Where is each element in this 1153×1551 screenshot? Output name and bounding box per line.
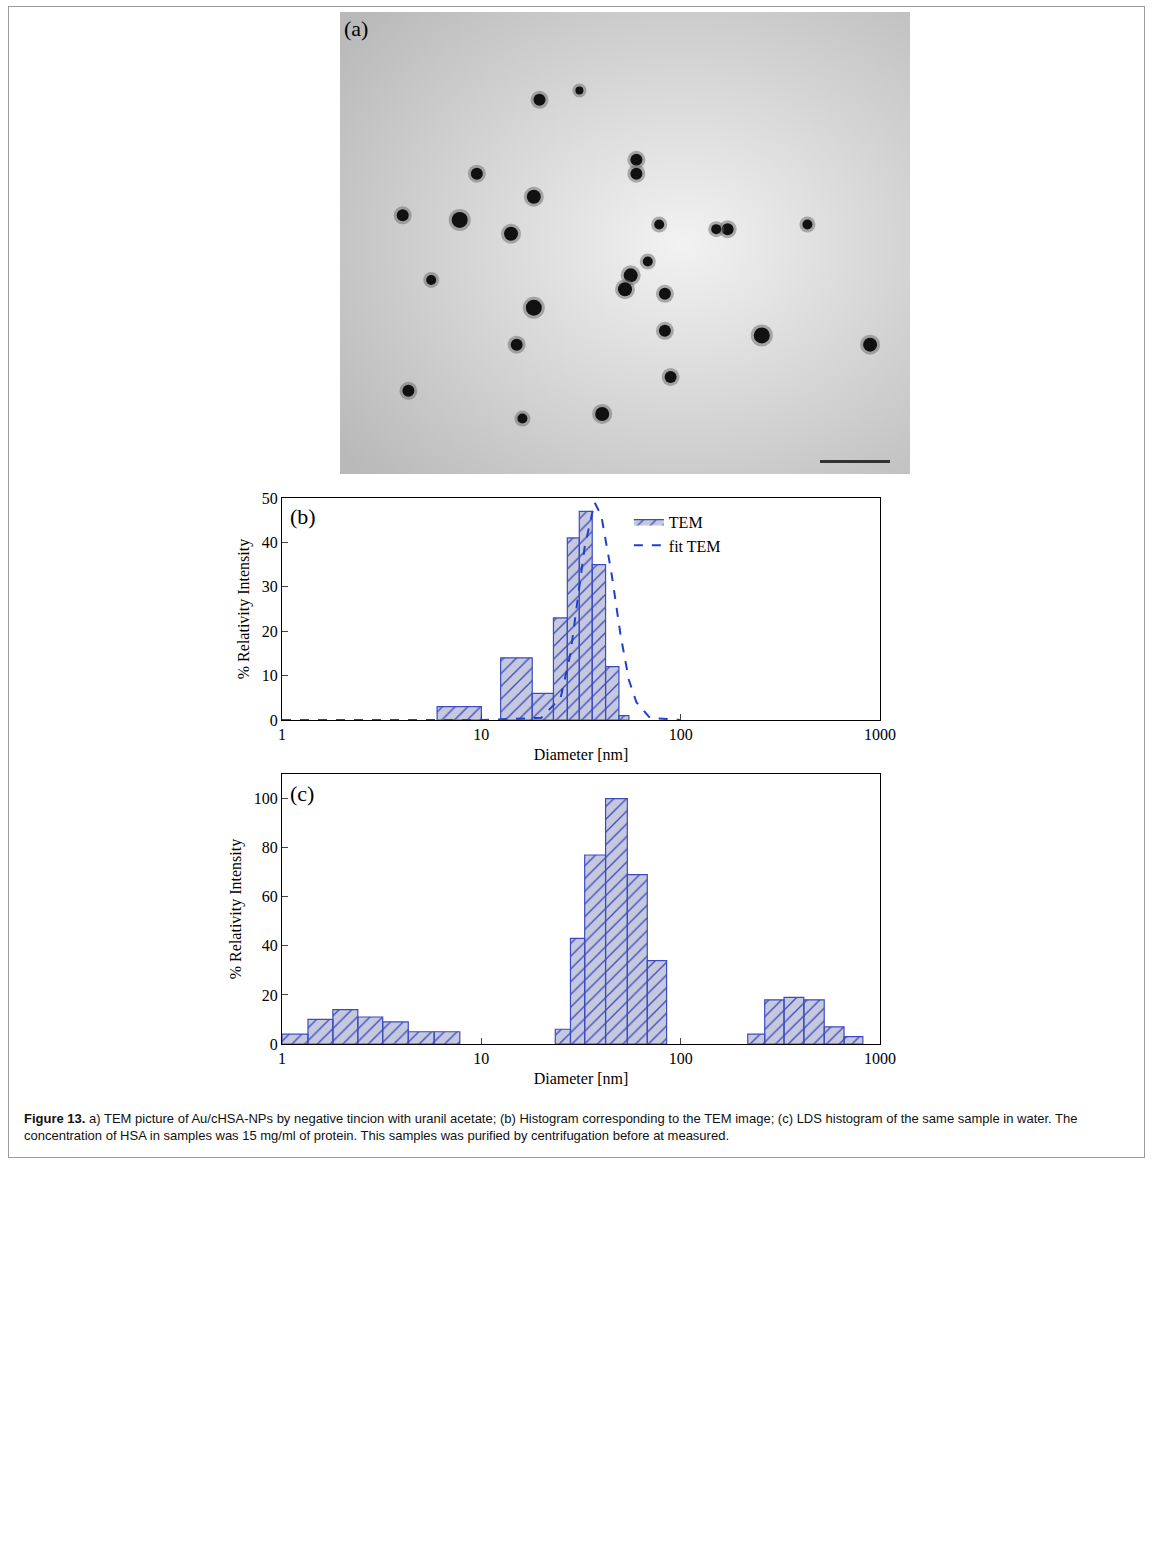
- svg-text:100: 100: [669, 726, 693, 743]
- svg-text:50: 50: [262, 490, 278, 507]
- svg-text:0: 0: [270, 1036, 278, 1053]
- svg-text:(b): (b): [290, 504, 316, 529]
- svg-text:80: 80: [262, 839, 278, 856]
- svg-text:TEM: TEM: [669, 514, 703, 531]
- svg-text:10: 10: [262, 667, 278, 684]
- svg-text:fit TEM: fit TEM: [669, 538, 721, 555]
- svg-text:20: 20: [262, 623, 278, 640]
- svg-text:100: 100: [254, 790, 278, 807]
- svg-text:1000: 1000: [864, 726, 896, 743]
- svg-text:40: 40: [262, 937, 278, 954]
- svg-text:30: 30: [262, 578, 278, 595]
- svg-text:60: 60: [262, 888, 278, 905]
- svg-text:1: 1: [278, 726, 286, 743]
- svg-text:% Relativity Intensity: % Relativity Intensity: [235, 539, 253, 679]
- svg-text:Diameter [nm]: Diameter [nm]: [534, 1070, 629, 1087]
- svg-text:20: 20: [262, 987, 278, 1004]
- svg-text:Diameter [nm]: Diameter [nm]: [534, 746, 629, 763]
- svg-text:(c): (c): [290, 781, 314, 806]
- svg-text:% Relativity Intensity: % Relativity Intensity: [227, 839, 245, 979]
- svg-text:(a): (a): [344, 16, 368, 41]
- svg-text:0: 0: [270, 712, 278, 729]
- svg-text:100: 100: [669, 1050, 693, 1067]
- svg-text:10: 10: [473, 726, 489, 743]
- svg-text:1: 1: [278, 1050, 286, 1067]
- svg-text:40: 40: [262, 534, 278, 551]
- html-text:Figure 13. a) TEM picture of A: Figure 13. a) TEM picture of Au/cHSA-NPs…: [24, 1111, 1078, 1143]
- svg-text:1000: 1000: [864, 1050, 896, 1067]
- svg-text:10: 10: [473, 1050, 489, 1067]
